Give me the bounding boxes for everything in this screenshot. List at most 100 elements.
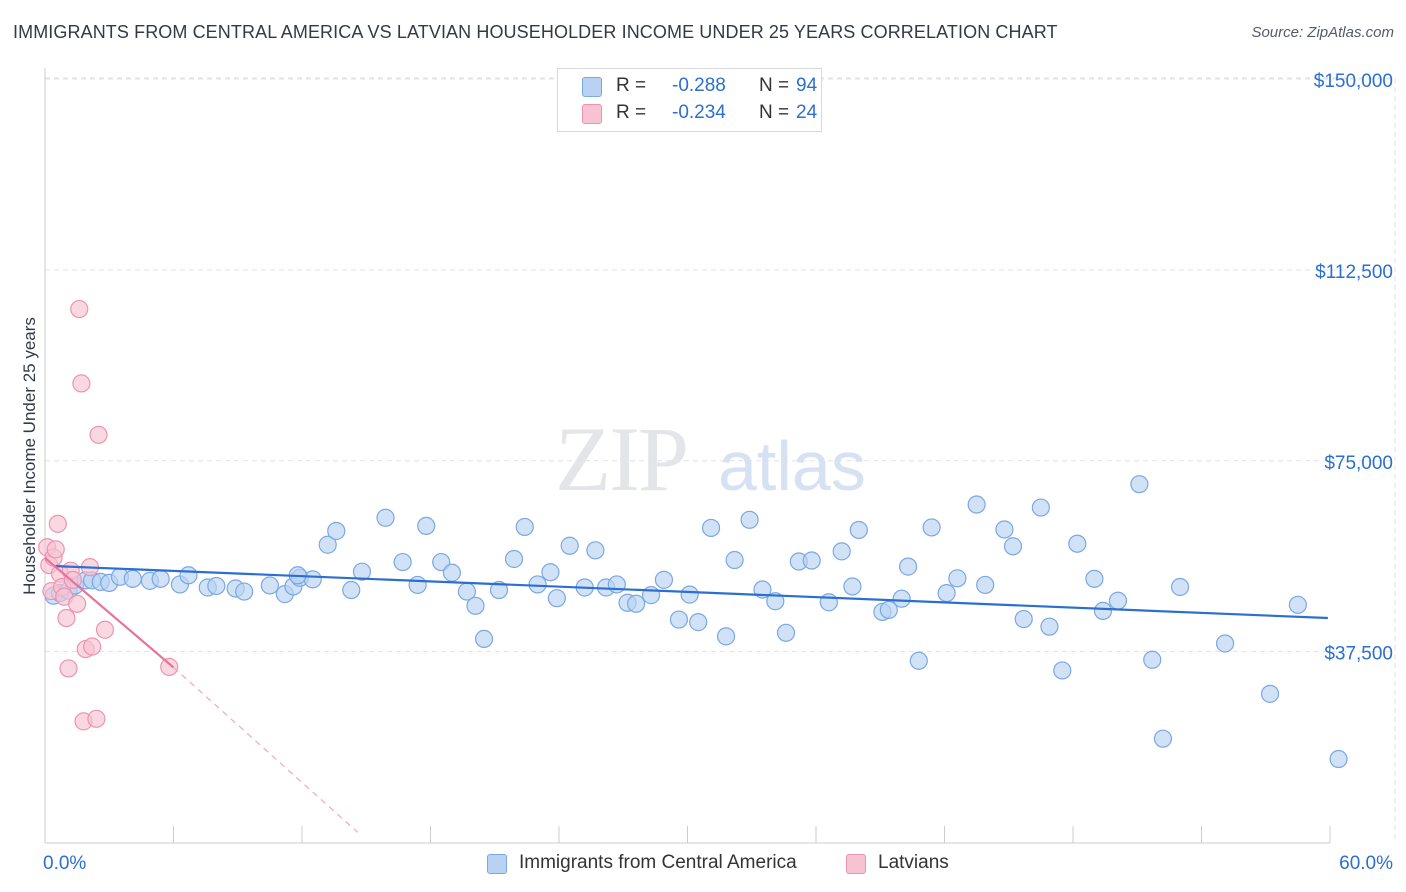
y-axis-label: Householder Income Under 25 years bbox=[20, 317, 39, 595]
immigrants-point bbox=[843, 577, 862, 596]
y-tick-label: $75,000 bbox=[1324, 453, 1393, 474]
axis-layer bbox=[44, 68, 1331, 844]
latvians-point bbox=[57, 608, 76, 628]
immigrants-point bbox=[976, 575, 995, 595]
immigrants-point bbox=[586, 541, 605, 560]
immigrants-point bbox=[626, 594, 646, 613]
immigrants-point bbox=[1031, 498, 1050, 517]
immigrants-point bbox=[151, 569, 170, 588]
latvians-point bbox=[68, 594, 87, 613]
latvians-point bbox=[70, 299, 89, 319]
latvians-point bbox=[46, 540, 65, 559]
immigrants-point bbox=[654, 570, 674, 589]
immigrants-point bbox=[948, 569, 967, 588]
immigrants-point bbox=[342, 580, 361, 600]
immigrants-point bbox=[1068, 534, 1087, 553]
latvians-point bbox=[83, 637, 102, 656]
watermark-zip: ZIP bbox=[555, 408, 687, 510]
latvians-point bbox=[59, 659, 78, 678]
immigrants-point bbox=[260, 576, 279, 595]
immigrants-point bbox=[1260, 684, 1280, 703]
y-tick-label: $37,500 bbox=[1324, 644, 1393, 665]
immigrants-point bbox=[1153, 729, 1173, 748]
immigrants-point bbox=[725, 550, 744, 570]
immigrants-point bbox=[776, 623, 796, 642]
immigrants-point bbox=[819, 593, 838, 612]
legend-n-label: N = bbox=[759, 102, 790, 123]
immigrants-point bbox=[922, 518, 941, 537]
immigrants-point bbox=[669, 610, 689, 629]
immigrants-point bbox=[1003, 537, 1023, 556]
immigrants-point bbox=[327, 521, 346, 541]
immigrants-point bbox=[352, 562, 372, 581]
immigrants-point bbox=[489, 580, 509, 600]
latvians-point bbox=[95, 620, 115, 639]
immigrants-point bbox=[849, 520, 868, 540]
legend-n-value: 24 bbox=[796, 102, 818, 123]
immigrants-point bbox=[967, 495, 986, 514]
bottom-legend-swatch-pink bbox=[846, 854, 866, 874]
trend-layer bbox=[44, 557, 1328, 833]
latvians-point bbox=[87, 709, 106, 728]
x-tick-label-min: 0.0% bbox=[43, 853, 86, 874]
chart-title: IMMIGRANTS FROM CENTRAL AMERICA VS LATVI… bbox=[13, 22, 1058, 42]
immigrants-point bbox=[179, 566, 198, 585]
legend-swatch-pink bbox=[582, 104, 602, 124]
legend-r-label: R = bbox=[616, 102, 647, 123]
tick-label-layer: $37,500 $75,000 $112,500 $150,000 0.0% 60.0% bbox=[43, 71, 1393, 874]
immigrants-point bbox=[504, 549, 524, 569]
immigrants-point bbox=[318, 535, 337, 554]
immigrants-point bbox=[541, 563, 560, 582]
immigrants-point bbox=[1014, 609, 1033, 629]
immigrants-point bbox=[1130, 475, 1149, 494]
immigrants-point bbox=[547, 589, 566, 608]
y-tick-label: $150,000 bbox=[1314, 71, 1393, 92]
immigrants-point bbox=[1040, 617, 1059, 636]
bottom-legend-swatch-blue bbox=[487, 854, 507, 874]
legend-swatch-blue bbox=[582, 77, 602, 97]
immigrants-point bbox=[892, 589, 911, 608]
immigrants-point bbox=[303, 570, 322, 589]
immigrants-point bbox=[207, 576, 226, 596]
immigrants-point bbox=[995, 520, 1014, 539]
latvians-point bbox=[160, 657, 179, 676]
immigrants-point bbox=[393, 552, 412, 572]
immigrants-point bbox=[909, 651, 928, 670]
immigrants-point bbox=[740, 510, 759, 529]
legend-r-value: -0.234 bbox=[672, 102, 726, 123]
immigrants-point bbox=[1170, 577, 1190, 597]
immigrants-point bbox=[1288, 595, 1307, 614]
immigrants-point bbox=[1085, 569, 1104, 588]
immigrants-point bbox=[701, 518, 721, 538]
immigrants-point bbox=[766, 592, 785, 611]
points-layer bbox=[38, 299, 1348, 769]
y-tick-label: $112,500 bbox=[1315, 262, 1393, 283]
immigrants-point bbox=[1108, 591, 1128, 610]
correlation-legend: R = -0.288 N = 94 R = -0.234 N = 24 bbox=[557, 68, 822, 132]
x-tick-label-max: 60.0% bbox=[1339, 853, 1393, 874]
source-label: Source: ZipAtlas.com bbox=[1251, 24, 1394, 41]
immigrants-point bbox=[689, 613, 708, 632]
latvians-point bbox=[48, 514, 67, 533]
immigrants-point bbox=[680, 585, 699, 604]
legend-r-label: R = bbox=[616, 75, 647, 96]
immigrants-point bbox=[1329, 749, 1348, 769]
immigrants-point bbox=[1053, 661, 1072, 680]
immigrants-point bbox=[235, 582, 254, 601]
bottom-legend-label: Immigrants from Central America bbox=[519, 852, 797, 873]
immigrants-point bbox=[1093, 601, 1113, 621]
immigrants-point bbox=[802, 551, 821, 570]
immigrants-point bbox=[408, 575, 427, 595]
bottom-legend-label: Latvians bbox=[878, 852, 949, 873]
legend-n-label: N = bbox=[759, 75, 790, 96]
immigrants-point bbox=[560, 536, 579, 555]
legend-n-value: 94 bbox=[796, 75, 818, 96]
immigrants-point bbox=[607, 575, 626, 594]
immigrants-point bbox=[1215, 634, 1235, 653]
immigrants-point bbox=[123, 569, 142, 588]
immigrants-point bbox=[442, 563, 462, 582]
immigrants-trend-line bbox=[55, 565, 1328, 620]
grid-layer bbox=[45, 77, 1396, 843]
watermark: ZIP atlas bbox=[555, 408, 866, 510]
